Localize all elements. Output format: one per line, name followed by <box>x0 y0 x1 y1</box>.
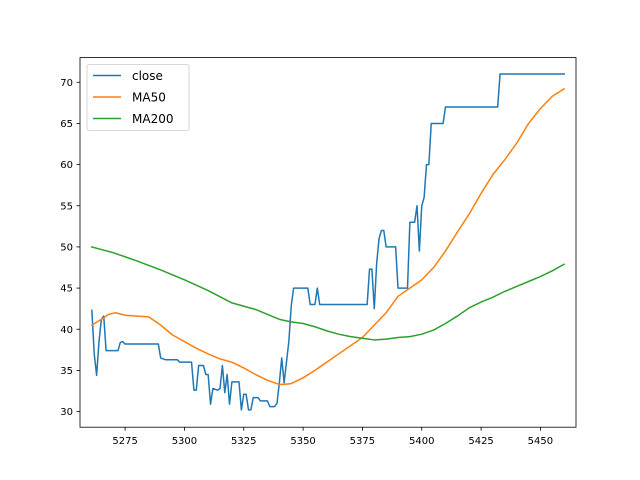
y-tick-label: 45 <box>60 284 73 295</box>
x-tick-label: 5375 <box>350 436 375 447</box>
series-line-ma50 <box>90 87 566 386</box>
x-tick-label: 5400 <box>409 436 434 447</box>
x-tick-label: 5325 <box>231 436 256 447</box>
legend: close MA50 MA200 <box>86 64 190 131</box>
y-tick-label: 70 <box>60 78 73 89</box>
x-tick-label: 5450 <box>528 436 553 447</box>
y-tick-label: 60 <box>60 160 73 171</box>
y-tick-label: 65 <box>60 119 73 130</box>
x-axis: 5275 5300 5325 5350 5375 5400 5425 5450 <box>112 427 553 447</box>
y-tick-label: 55 <box>60 201 73 212</box>
y-tick-label: 50 <box>60 243 73 254</box>
axes-frame <box>79 57 577 428</box>
x-tick-label: 5350 <box>290 436 315 447</box>
legend-box <box>86 64 190 131</box>
legend-label-ma50: MA50 <box>132 91 166 105</box>
series-line-ma200 <box>90 246 566 341</box>
x-tick-label: 5300 <box>172 436 197 447</box>
y-tick-label: 35 <box>60 366 73 377</box>
y-tick-label: 40 <box>60 325 73 336</box>
x-tick-label: 5275 <box>112 436 137 447</box>
legend-label-ma200: MA200 <box>132 112 173 126</box>
series-line-close <box>91 73 565 411</box>
y-axis: 30 35 40 45 50 55 60 65 70 <box>60 78 80 418</box>
x-tick-label: 5425 <box>468 436 493 447</box>
series-layer <box>90 73 566 411</box>
legend-label-close: close <box>132 69 163 83</box>
y-tick-label: 30 <box>60 407 73 418</box>
